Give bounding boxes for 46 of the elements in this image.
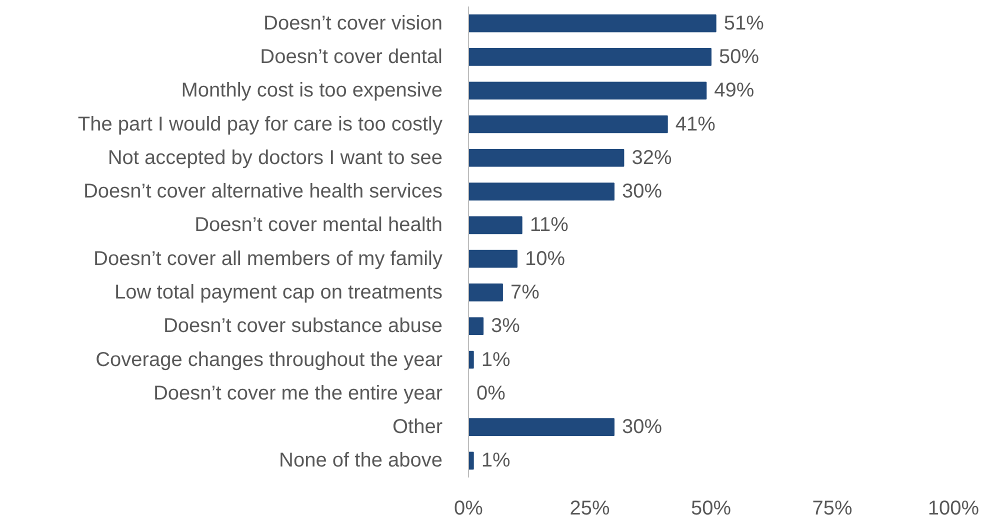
data-label: 0% (476, 382, 506, 404)
data-label: 30% (622, 416, 662, 438)
y-tick-label: Doesn’t cover substance abuse (163, 315, 443, 338)
x-tick-label: 75% (812, 498, 852, 520)
x-tick-label: 50% (690, 498, 732, 520)
data-label: 10% (525, 248, 566, 270)
y-tick-label: Doesn’t cover all members of my family (94, 248, 442, 270)
bar (468, 250, 518, 268)
data-label: 30% (622, 180, 662, 203)
y-tick-label: Doesn’t cover vision (264, 12, 443, 34)
y-tick-label: Not accepted by doctors I want to see (108, 146, 443, 169)
data-label: 41% (675, 113, 716, 136)
data-label: 51% (724, 12, 764, 34)
y-tick-label: Doesn’t cover me the entire year (153, 382, 443, 404)
y-tick-label: Low total payment cap on treatments (114, 281, 443, 304)
data-label: 49% (714, 80, 754, 102)
y-tick-label: Coverage changes throughout the year (96, 348, 443, 371)
bar (468, 148, 624, 167)
bar (468, 82, 707, 100)
data-label: 1% (481, 450, 510, 472)
bar (468, 418, 614, 436)
data-label: 32% (632, 146, 672, 169)
y-tick-label: Monthly cost is too expensive (181, 80, 443, 102)
data-label: 50% (719, 46, 760, 68)
x-tick-label: 100% (928, 498, 980, 520)
bar (468, 216, 522, 234)
bar (468, 350, 474, 369)
y-tick-label: The part I would pay for care is too costly (78, 113, 442, 136)
data-label: 1% (481, 348, 510, 371)
data-label: 3% (491, 315, 520, 338)
x-tick-label: 0% (454, 498, 484, 520)
bar (468, 48, 712, 66)
x-tick-label: 25% (570, 498, 610, 520)
bar (468, 14, 716, 32)
bar (468, 284, 503, 302)
y-tick-label: Doesn’t cover dental (260, 46, 443, 68)
y-tick-label: Doesn’t cover alternative health services (83, 180, 442, 203)
y-tick-label: Other (392, 416, 443, 438)
bar (468, 115, 668, 134)
bar (468, 182, 614, 200)
y-tick-label: None of the above (279, 450, 443, 472)
data-label: 7% (510, 281, 540, 304)
bar (468, 317, 484, 336)
data-label: 11% (530, 214, 569, 236)
bar (468, 452, 474, 470)
y-tick-label: Doesn’t cover mental health (194, 214, 443, 236)
